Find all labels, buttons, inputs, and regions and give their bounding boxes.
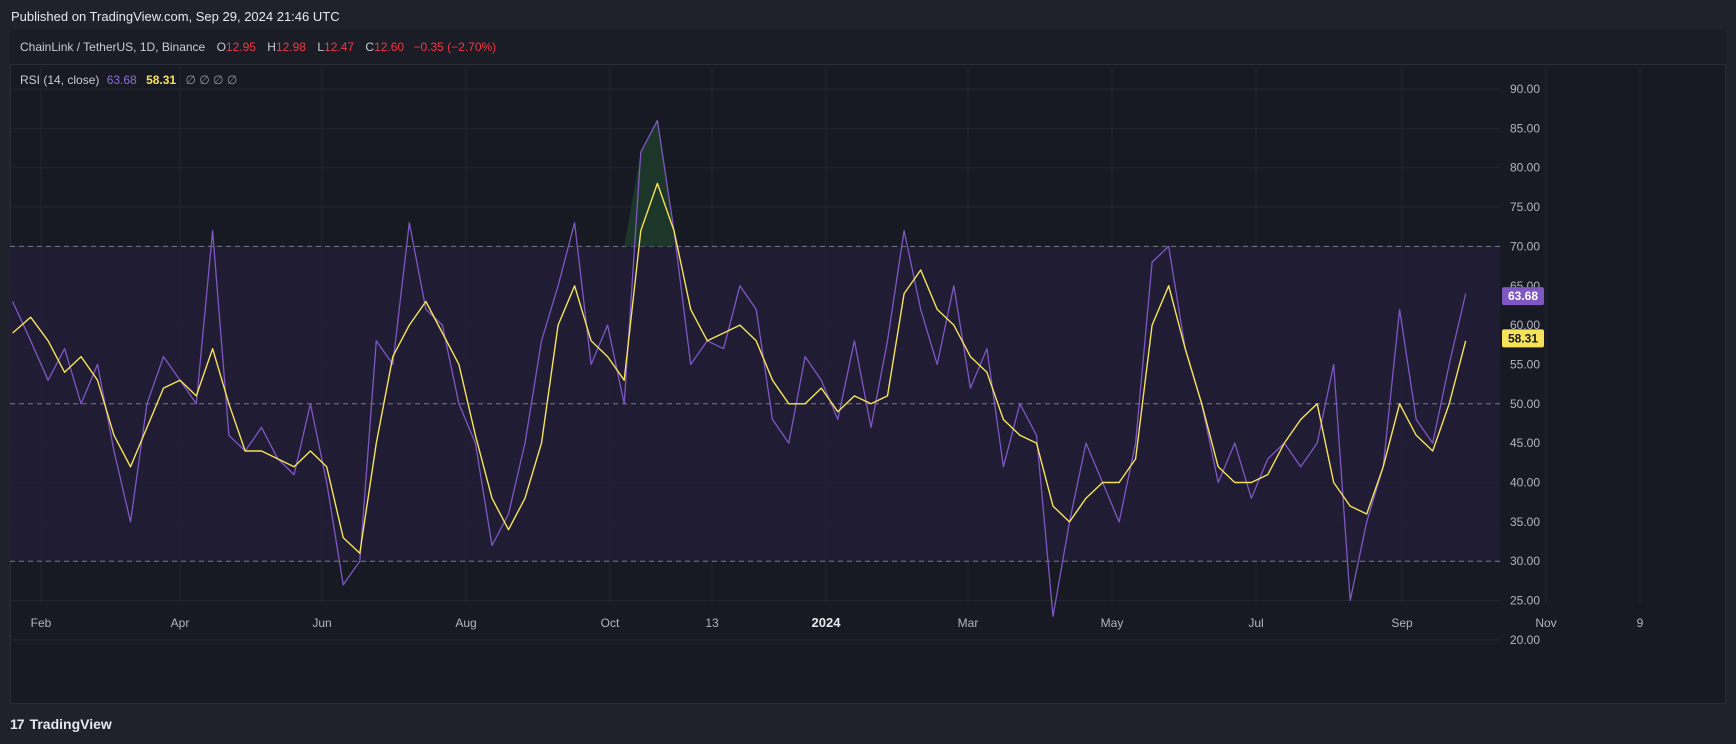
high-value: 12.98 bbox=[275, 40, 306, 54]
x-tick-label: Nov bbox=[1535, 616, 1556, 630]
open-value: 12.95 bbox=[225, 40, 256, 54]
y-tick-label: 75.00 bbox=[1510, 200, 1540, 214]
symbol-header: ChainLink / TetherUS, 1D, Binance O12.95… bbox=[10, 30, 1726, 65]
x-tick-label: Aug bbox=[455, 616, 476, 630]
low-value: 12.47 bbox=[324, 40, 355, 54]
tradingview-brand: TradingView bbox=[29, 716, 112, 732]
y-tick-label: 85.00 bbox=[1510, 121, 1540, 135]
x-tick-label: Oct bbox=[601, 616, 620, 630]
rsi-ma-line bbox=[12, 182, 1467, 554]
rsi-line bbox=[12, 119, 1467, 617]
x-tick-label: Mar bbox=[958, 616, 979, 630]
y-tick-label: 90.00 bbox=[1510, 82, 1540, 96]
x-tick-label: Sep bbox=[1391, 616, 1413, 630]
symbol-name[interactable]: ChainLink / TetherUS, 1D, Binance bbox=[20, 40, 206, 54]
y-tick-label: 60.00 bbox=[1510, 318, 1540, 332]
y-tick-label: 35.00 bbox=[1510, 515, 1540, 529]
low-label: L bbox=[317, 40, 325, 54]
x-tick-label: Jun bbox=[312, 616, 331, 630]
publish-text: Published on TradingView.com, Sep 29, 20… bbox=[11, 9, 340, 24]
open-label: O bbox=[216, 40, 226, 54]
y-tick-label: 20.00 bbox=[1510, 633, 1540, 647]
x-tick-label: 13 bbox=[705, 616, 719, 630]
rsi-band bbox=[10, 246, 1500, 562]
indicator-empty-values: ∅ ∅ ∅ ∅ bbox=[185, 73, 238, 87]
rsi-last-value-badge-bg bbox=[1502, 287, 1544, 306]
close-value: 12.60 bbox=[374, 40, 405, 54]
y-tick-label: 80.00 bbox=[1510, 161, 1540, 175]
rsi-last-value-badge: 63.68 bbox=[1508, 289, 1538, 303]
change-value: −0.35 (−2.70%) bbox=[413, 40, 497, 54]
tradingview-footer: 17 TradingView bbox=[10, 716, 112, 732]
close-label: C bbox=[365, 40, 375, 54]
publish-bar: Published on TradingView.com, Sep 29, 20… bbox=[0, 0, 1736, 34]
x-tick-label: Jul bbox=[1248, 616, 1263, 630]
indicator-ma-value: 58.31 bbox=[146, 73, 177, 87]
x-tick-label: Feb bbox=[31, 616, 52, 630]
indicator-name: RSI (14, close) bbox=[20, 73, 100, 87]
x-tick-label: 2024 bbox=[812, 615, 842, 630]
y-tick-label: 30.00 bbox=[1510, 554, 1540, 568]
y-tick-label: 45.00 bbox=[1510, 436, 1540, 450]
y-tick-label: 55.00 bbox=[1510, 357, 1540, 371]
y-tick-label: 25.00 bbox=[1510, 594, 1540, 608]
y-tick-label: 50.00 bbox=[1510, 397, 1540, 411]
x-tick-label: 9 bbox=[1637, 616, 1644, 630]
x-tick-label: May bbox=[1101, 616, 1124, 630]
ma-last-value-badge-bg bbox=[1502, 329, 1544, 348]
y-tick-label: 70.00 bbox=[1510, 239, 1540, 253]
high-label: H bbox=[267, 40, 276, 54]
ma-last-value-badge: 58.31 bbox=[1508, 331, 1538, 345]
indicator-legend[interactable]: RSI (14, close) 63.68 58.31 ∅ ∅ ∅ ∅ bbox=[20, 73, 237, 87]
x-tick-label: Apr bbox=[171, 616, 190, 630]
indicator-rsi-value: 63.68 bbox=[106, 73, 137, 87]
tradingview-logo-icon: 17 bbox=[10, 716, 25, 732]
y-tick-label: 40.00 bbox=[1510, 476, 1540, 490]
